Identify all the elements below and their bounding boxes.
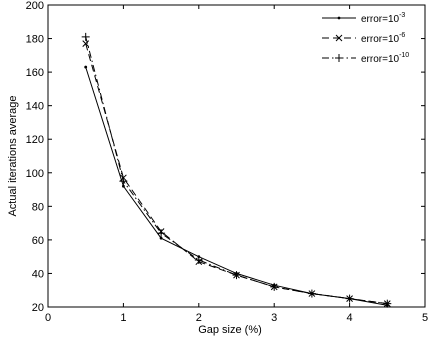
- plot-area-border: [47, 4, 426, 308]
- data-point: [345, 294, 354, 303]
- data-point: [159, 236, 163, 240]
- x-tick-label: 4: [347, 312, 353, 324]
- y-tick-label: 180: [26, 34, 44, 46]
- marker-stroke: [82, 40, 90, 47]
- legend-entry-text: error=10: [361, 54, 400, 65]
- data-point: [232, 271, 241, 280]
- data-point: [82, 40, 90, 47]
- legend-marker-2: [335, 34, 343, 42]
- y-tick-label: 200: [26, 0, 44, 12]
- data-point: [122, 184, 125, 188]
- x-tick-label: 0: [45, 312, 51, 324]
- plot-frame: [47, 4, 426, 308]
- legend-entry-3: error=10-10: [361, 52, 409, 65]
- data-point: [157, 229, 166, 238]
- series-1: [84, 65, 389, 307]
- series-line: [85, 43, 388, 305]
- y-tick-label: 80: [32, 201, 44, 213]
- data-point: [84, 65, 88, 69]
- legend-entry-text: error=10: [361, 14, 400, 25]
- legend-entry-text: error=10: [361, 34, 400, 45]
- legend-entry-2: error=10-6: [361, 32, 405, 45]
- data-point: [81, 32, 90, 41]
- marker-stroke: [335, 34, 343, 42]
- data-point: [383, 299, 392, 308]
- legend-entry-exponent: -10: [399, 52, 409, 59]
- series-line: [85, 66, 388, 306]
- series-3: [81, 32, 392, 308]
- legend-entry-exponent: -3: [399, 12, 405, 19]
- legend-marker-1: [337, 16, 341, 20]
- y-tick-label: 40: [32, 268, 44, 280]
- x-axis-label: Gap size (%): [198, 324, 262, 336]
- x-tick-label: 3: [271, 312, 277, 324]
- y-tick-label: 100: [26, 168, 44, 180]
- axis-ticks: 0 1 2 3 4 5 20 40 60 80 100 120 140 160 180 200: [26, 0, 428, 324]
- legend-entry-exponent: -6: [399, 32, 405, 39]
- x-tick-label: 1: [120, 312, 126, 324]
- y-tick-label: 140: [26, 101, 44, 113]
- series-2: [82, 40, 391, 307]
- x-tick-label: 2: [196, 312, 202, 324]
- data-point: [307, 289, 316, 298]
- series-line: [85, 36, 388, 305]
- series-layer: [81, 32, 392, 308]
- y-tick-label: 20: [32, 302, 44, 314]
- y-tick-label: 160: [26, 67, 44, 79]
- y-tick-label: 120: [26, 134, 44, 146]
- legend-entry-1: error=10-3: [361, 12, 405, 25]
- legend-marker-3: [335, 54, 343, 62]
- data-point: [119, 177, 128, 186]
- data-point: [194, 256, 203, 265]
- y-axis-label: Actual iterations average: [7, 95, 19, 216]
- y-tick-label: 60: [32, 235, 44, 247]
- data-point: [270, 282, 279, 291]
- x-tick-label: 5: [422, 312, 428, 324]
